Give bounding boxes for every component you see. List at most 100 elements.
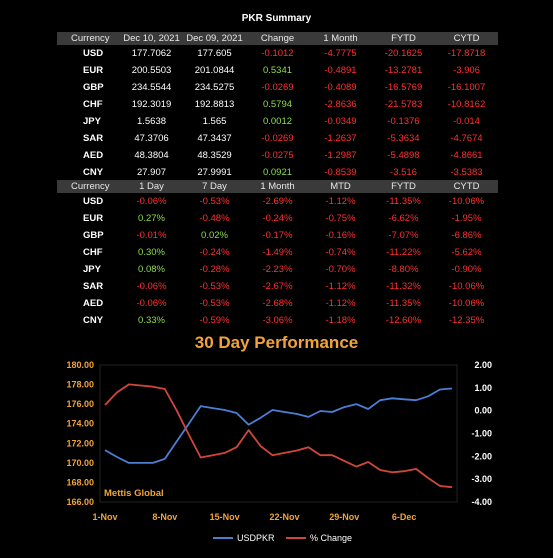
table-cell: -11.32% [386,281,421,292]
table-cell: -0.16% [325,230,356,241]
currency-code: CNY [83,167,104,178]
table-row: AED -0.06% -0.53% -2.68% -1.12% -11.35% -10.06… [57,295,498,312]
summary-header-1: Dec 10, 2021 [120,32,183,45]
table-cell: -0.70% [325,264,356,275]
currency-code: USD [83,48,104,59]
table-cell: -11.35% [386,298,421,309]
x-tick-label: 15-Nov [210,512,240,522]
table-cell: 48.3529 [197,150,232,161]
table-cell: -0.4089 [324,82,357,93]
table-cell: -11.22% [386,247,421,258]
table-cell: 0.0012 [262,116,293,127]
summary-header-5: FYTD [372,32,435,45]
table-cell: -3.516 [390,167,417,178]
table-cell: 0.5341 [262,65,293,76]
table-row: USD 177.7062 177.605 -0.1012 -4.7775 -20.1625… [57,45,498,62]
summary-header-4: 1 Month [309,32,372,45]
right-axis: -4.00 -3.00 -2.00 -1.00 0.00 1.00 2.00 [471,360,492,507]
table-cell: 0.33% [138,315,165,326]
returns-header-0: Currency [57,180,120,193]
table-cell: -0.90% [451,264,482,275]
table-cell: 192.8813 [194,99,235,110]
table-cell: -0.01% [136,230,167,241]
table-cell: 0.08% [138,264,165,275]
table-cell: -0.06% [136,281,167,292]
table-cell: -1.49% [262,247,293,258]
table-cell: -0.8539 [324,167,357,178]
currency-code: EUR [83,65,104,76]
table-cell: -0.1012 [261,48,294,59]
currency-code: CHF [83,99,103,110]
table-cell: -2.23% [262,264,293,275]
table-cell: -5.62% [451,247,482,258]
table-cell: -1.12% [325,196,356,207]
currency-code: JPY [83,264,101,275]
series-group [104,383,453,489]
y-left-tick-label: 180.00 [66,360,94,370]
legend-usdpkr-label: USDPKR [237,533,275,543]
summary-header-0: Currency [57,32,120,45]
table-cell: -2.8636 [324,99,357,110]
summary-header-3: Change [246,32,309,45]
returns-header-row: Currency 1 Day 7 Day 1 Month MTD FYTD CYTD [57,180,498,193]
left-axis: 166.00 168.00 170.00 172.00 174.00 176.00 178.… [66,360,94,507]
table-cell: -4.7775 [324,48,357,59]
currency-code: SAR [83,133,104,144]
table-cell: 1.565 [202,116,227,127]
returns-header-5: FYTD [372,180,435,193]
table-cell: -0.1376 [387,116,420,127]
table-cell: 47.3706 [134,133,169,144]
table-cell: -1.2637 [324,133,357,144]
table-row: EUR 0.27% -0.48% -0.24% -0.75% -6.62% -1.95% [57,210,498,227]
table-cell: 201.0844 [194,65,235,76]
table-cell: -7.07% [388,230,419,241]
series-pct-change-line [104,383,453,489]
series-usdpkr-line [104,387,453,464]
table-cell: 234.5275 [194,82,235,93]
y-left-tick-label: 174.00 [66,419,94,429]
table-cell: -10.8162 [447,99,486,110]
table-cell: -2.67% [262,281,293,292]
table-cell: -0.24% [199,247,230,258]
summary-title: PKR Summary [241,13,312,24]
y-left-tick-label: 178.00 [66,380,94,390]
y-left-tick-label: 172.00 [66,438,94,448]
y-left-tick-label: 166.00 [66,497,94,507]
table-cell: -6.86% [451,230,482,241]
table-cell: -0.17% [262,230,293,241]
table-cell: -10.06% [448,298,485,309]
returns-header-2: 7 Day [183,180,246,193]
currency-code: GBP [83,82,104,93]
y-right-tick-label: 2.00 [474,360,492,370]
table-row: EUR 200.5503 201.0844 0.5341 -0.4891 -13.2781… [57,62,498,79]
currency-code: CHF [83,247,103,258]
table-row: CHF 192.3019 192.8813 0.5794 -2.8636 -21.5783… [57,96,498,113]
table-cell: 27.9991 [197,167,232,178]
table-cell: -8.80% [388,264,419,275]
table-cell: -1.12% [325,298,356,309]
table-cell: -6.62% [388,213,419,224]
y-left-tick-label: 176.00 [66,399,94,409]
table-cell: -12.35% [448,315,485,326]
watermark: Mettis Global [104,488,164,499]
table-cell: 0.30% [138,247,165,258]
table-cell: -0.75% [325,213,356,224]
table-cell: -3.5383 [450,167,483,178]
table-cell: -4.7674 [450,133,483,144]
table-row: AED 48.3804 48.3529 -0.0275 -1.2987 -5.4898 -4… [57,147,498,164]
table-cell: -5.4898 [387,150,420,161]
table-row: JPY 0.08% -0.28% -2.23% -0.70% -8.80% -0.90% [57,261,498,278]
currency-code: AED [83,150,104,161]
table-cell: -1.18% [325,315,356,326]
table-cell: -16.1007 [447,82,486,93]
table-cell: 0.02% [201,230,228,241]
table-cell: -11.35% [386,196,421,207]
table-row: CNY 0.33% -0.59% -3.06% -1.18% -12.60% -12.35% [57,312,498,329]
table-cell: -3.06% [262,315,293,326]
currency-code: CNY [83,315,104,326]
table-row: JPY 1.5638 1.565 0.0012 -0.0349 -0.1376 -0.014 [57,113,498,130]
table-row: GBP -0.01% 0.02% -0.17% -0.16% -7.07% -6.86% [57,227,498,244]
table-cell: 177.7062 [131,48,172,59]
y-right-tick-label: -2.00 [471,451,492,461]
chart-title: 30 Day Performance [194,333,359,352]
